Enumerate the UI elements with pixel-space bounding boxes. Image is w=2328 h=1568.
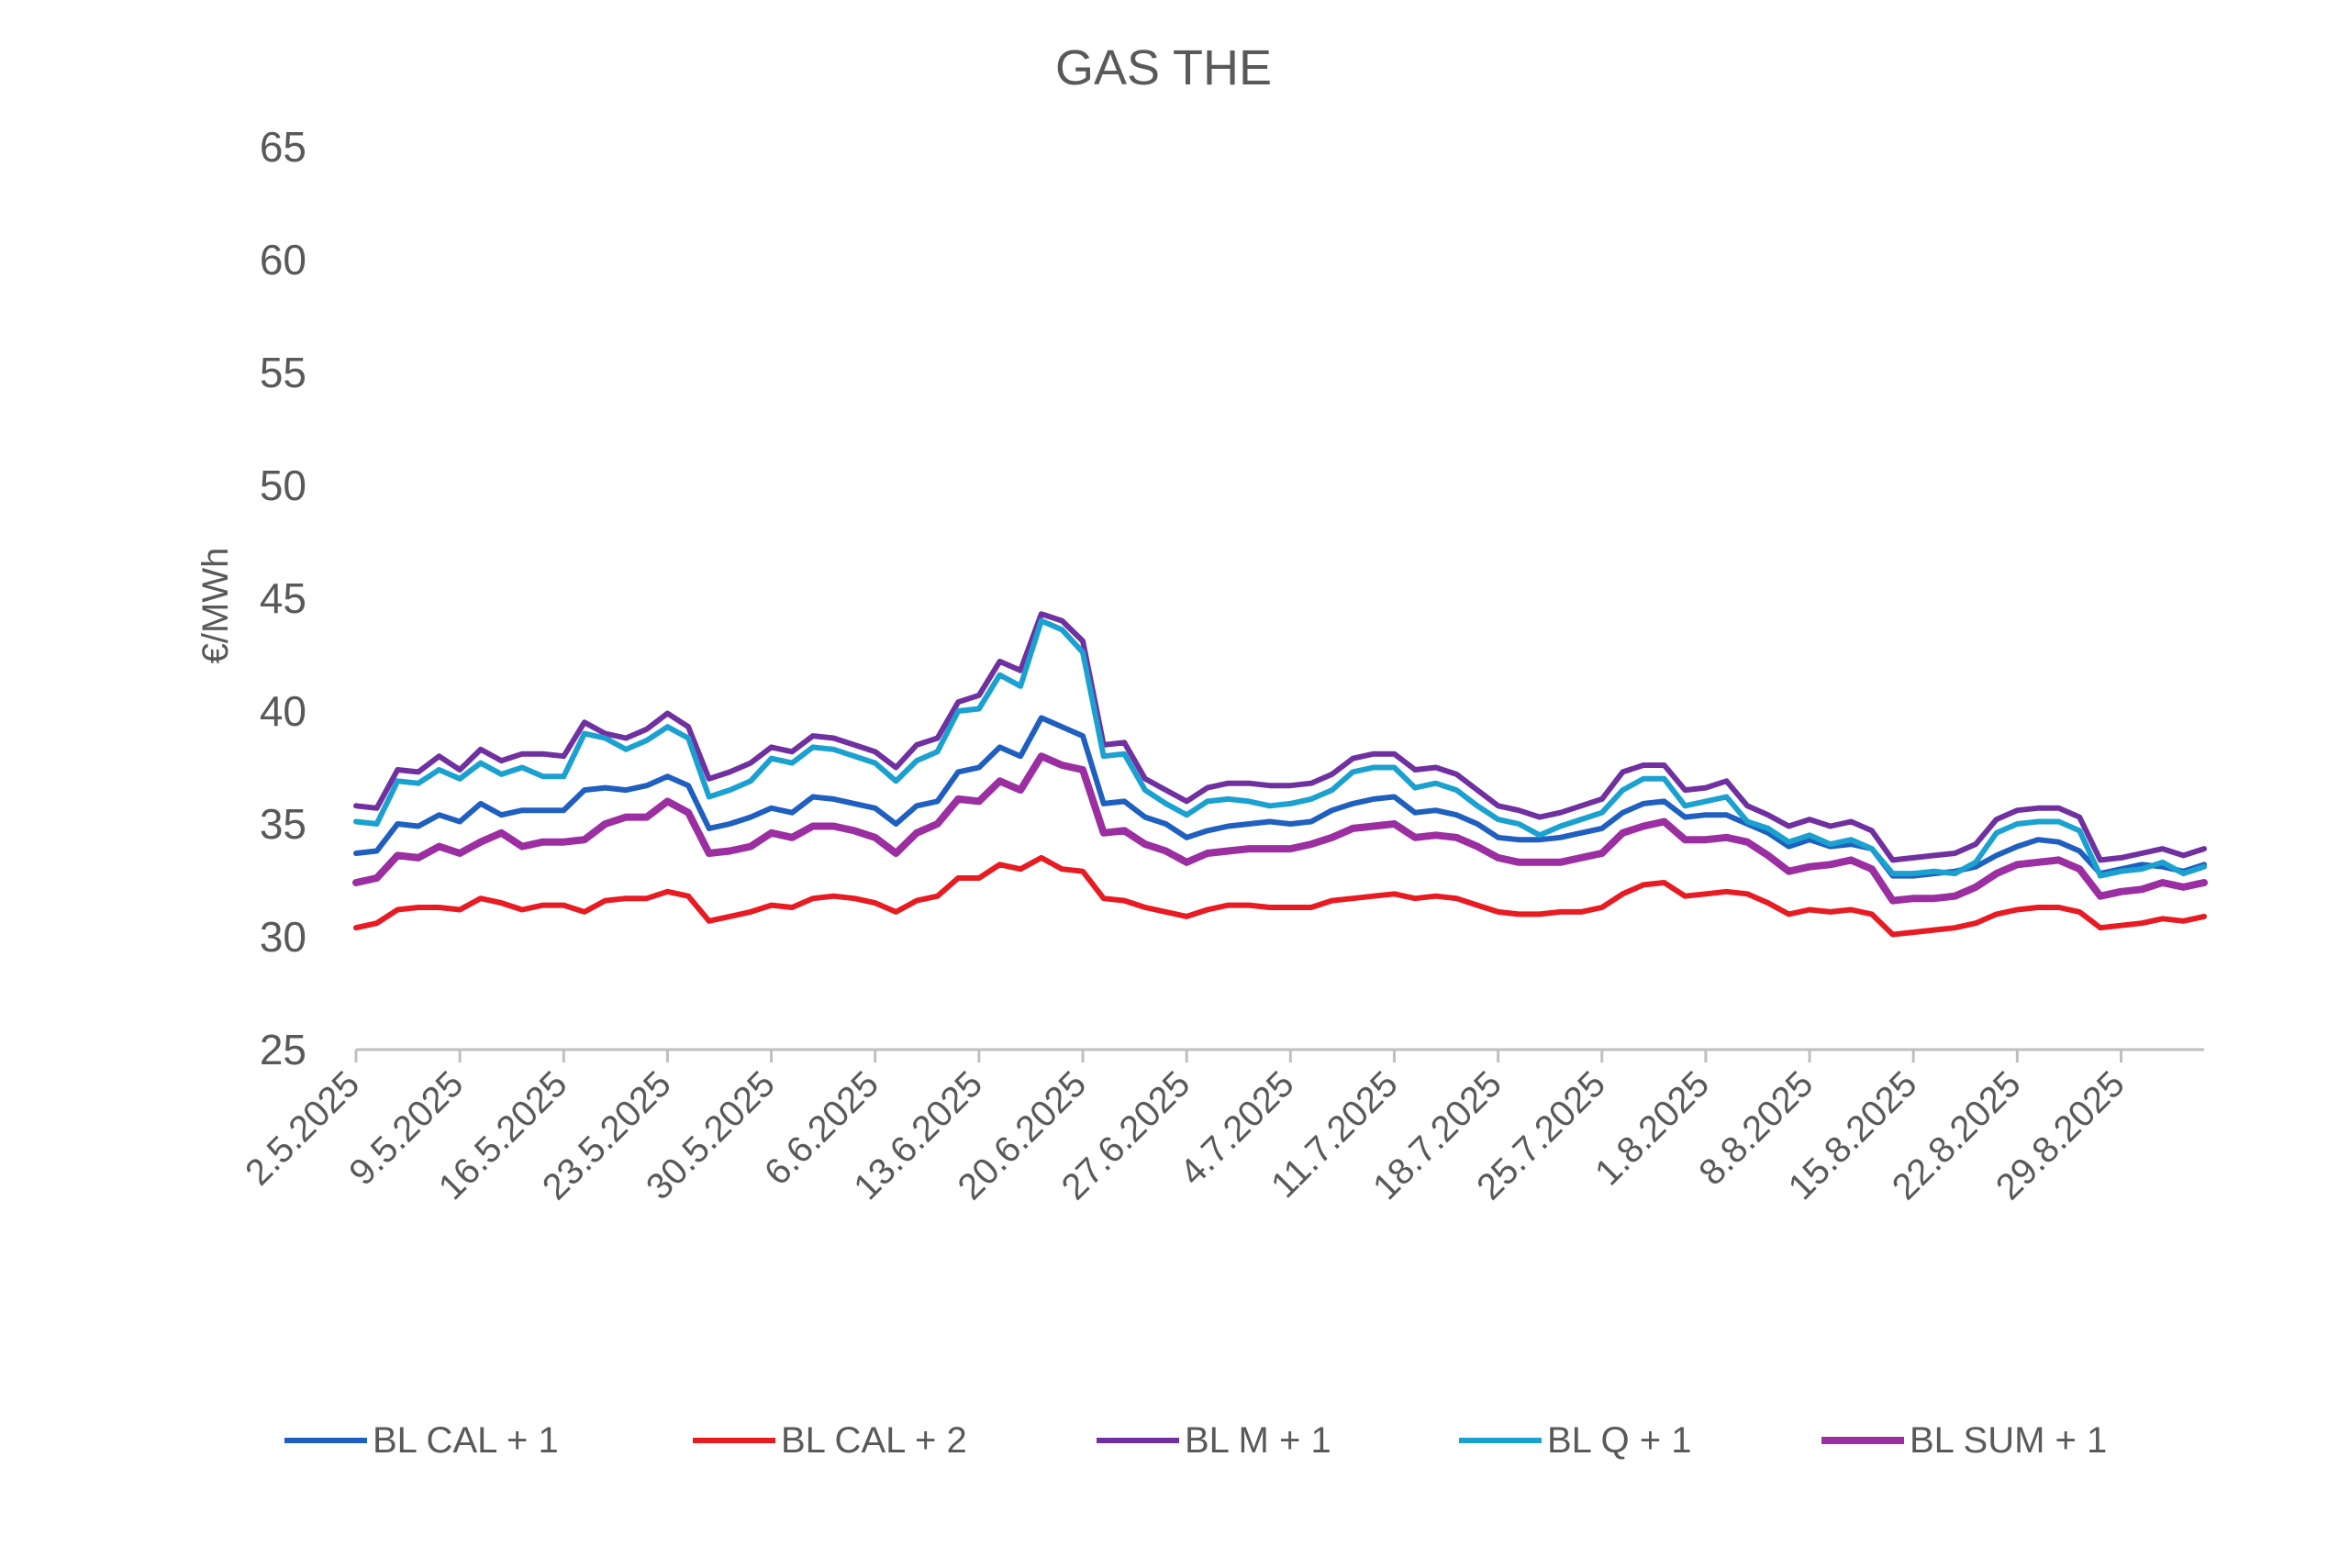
y-tick-label: 25: [260, 1026, 306, 1073]
legend-label: BL CAL + 1: [373, 1419, 559, 1461]
y-tick-label: 60: [260, 236, 306, 284]
y-tick-label: 50: [260, 462, 306, 509]
y-tick-label: 35: [260, 800, 306, 848]
x-tick-label: 1.8.2025: [1587, 1063, 1717, 1193]
series-lines: [352, 611, 2208, 938]
legend-item: BL M + 1: [1097, 1413, 1331, 1468]
series-line-5: [352, 752, 2208, 905]
series-line-4: [353, 617, 2207, 879]
legend-swatch: [693, 1438, 775, 1443]
legend-item: BL SUM + 1: [1821, 1413, 2107, 1468]
y-axis-label: €/MWh: [195, 548, 236, 664]
y-axis-ticks: 25 30 35 40 45 50 55 60 65: [260, 123, 306, 1073]
x-axis: [354, 1048, 2204, 1062]
legend-label: BL CAL + 2: [781, 1419, 967, 1461]
series-line-3: [353, 611, 2207, 863]
legend-swatch: [1459, 1438, 1542, 1443]
y-tick-label: 40: [260, 687, 306, 735]
y-tick-label: 65: [260, 123, 306, 171]
legend-label: BL Q + 1: [1547, 1419, 1692, 1461]
legend-swatch: [1097, 1438, 1179, 1443]
legend-label: BL SUM + 1: [1910, 1419, 2108, 1461]
x-tick-label: 2.5.2025: [238, 1063, 367, 1193]
legend-swatch: [1821, 1437, 1904, 1444]
y-tick-label: 55: [260, 349, 306, 396]
legend-item: BL CAL + 1: [284, 1413, 559, 1468]
legend-item: BL CAL + 2: [693, 1413, 967, 1468]
chart-legend: BL CAL + 1 BL CAL + 2 BL M + 1 BL Q + 1 BL S…: [0, 1413, 2328, 1468]
legend-label: BL M + 1: [1185, 1419, 1331, 1461]
x-axis-tick-labels: 2.5.20259.5.202516.5.202523.5.202530.5.2…: [238, 1063, 2133, 1207]
y-tick-label: 30: [260, 913, 306, 961]
y-tick-label: 45: [260, 574, 306, 622]
series-line-2: [353, 854, 2207, 938]
chart-title: GAS THE: [1055, 40, 1272, 95]
legend-item: BL Q + 1: [1459, 1413, 1692, 1468]
legend-swatch: [284, 1438, 367, 1443]
